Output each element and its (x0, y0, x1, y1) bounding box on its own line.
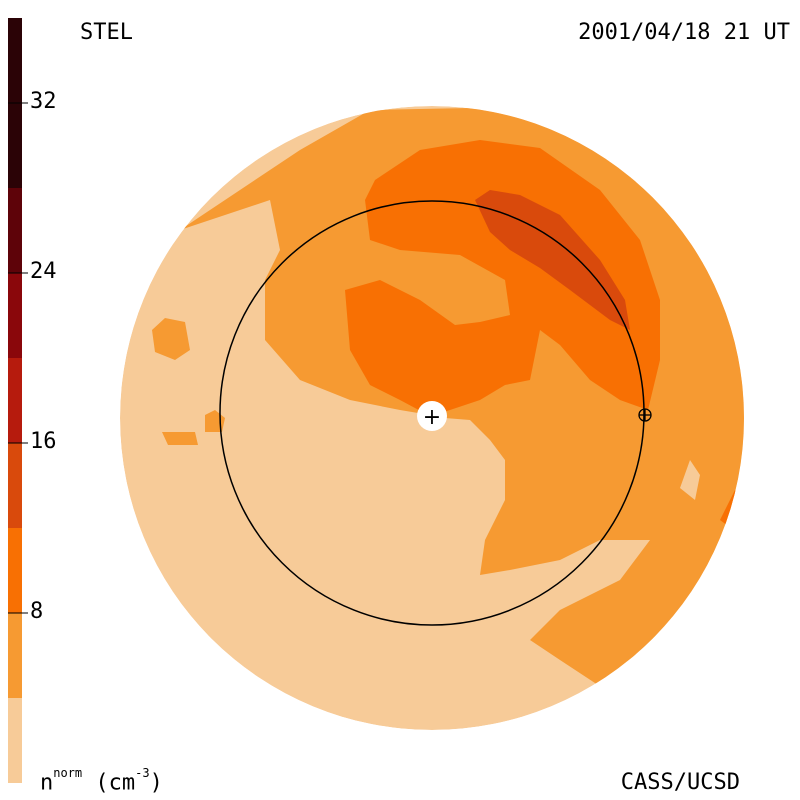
colorbar-segment-0 (8, 698, 22, 783)
unit-paren-open: (cm (95, 770, 136, 795)
earth-orbit-circle (219, 200, 645, 626)
density-region-level2-blob-a (152, 318, 190, 360)
colorbar-tick-label: 8 (30, 599, 44, 624)
density-region-level1-inset (680, 460, 700, 500)
colorbar-unit-label: nnorm (cm-3) (40, 767, 163, 795)
credit-label: CASS/UCSD (620, 770, 740, 795)
colorbar-segment-5 (8, 273, 22, 358)
unit-superscript: norm (53, 765, 83, 780)
colorbar-segment-4 (8, 358, 22, 443)
colorbar-segment-6 (8, 188, 22, 273)
colorbar-tick-label: 32 (30, 89, 57, 114)
datetime-label: 2001/04/18 21 UT (578, 20, 790, 45)
sun-symbol: + (423, 405, 441, 430)
earth-marker (638, 408, 652, 422)
colorbar-segment-1 (8, 613, 22, 698)
density-region-level2-blob-b (162, 432, 198, 445)
density-region-level3 (345, 140, 660, 416)
unit-base: n (40, 770, 54, 795)
unit-exponent: -3 (135, 765, 150, 780)
sun-marker: + (417, 401, 447, 431)
colorbar-tick-label: 24 (30, 259, 57, 284)
colorbar (8, 18, 28, 783)
observatory-label: STEL (80, 20, 133, 45)
colorbar-tick-label: 16 (30, 429, 57, 454)
density-region-level4 (475, 190, 630, 330)
colorbar-segment-3 (8, 443, 22, 528)
density-region-level2-sliver (608, 458, 612, 468)
colorbar-segment-2 (8, 528, 22, 613)
unit-paren-close: ) (149, 770, 163, 795)
